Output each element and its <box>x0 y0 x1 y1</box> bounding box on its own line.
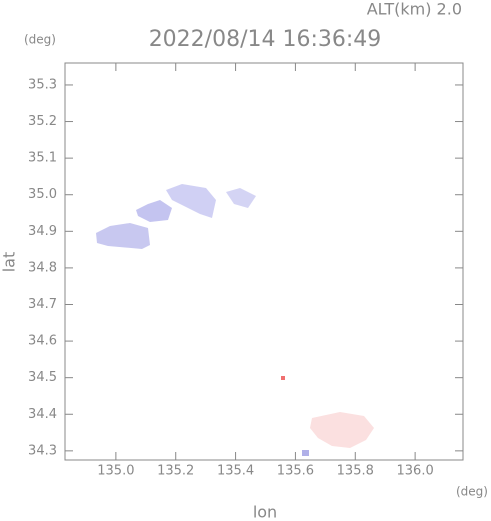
plot-frame <box>64 62 464 461</box>
y-tick-label: 34.7 <box>28 297 57 312</box>
y-tick-label: 35.3 <box>28 77 57 92</box>
y-tick-label: 34.9 <box>28 224 57 239</box>
x-tick-label: 136.0 <box>397 464 434 479</box>
y-tick-label: 34.5 <box>28 370 57 385</box>
y-unit: (deg) <box>24 33 56 47</box>
y-tick-label: 35.1 <box>28 151 57 166</box>
x-unit: (deg) <box>456 485 488 499</box>
echo-blob <box>281 376 285 380</box>
x-tick-label: 135.4 <box>217 464 254 479</box>
y-tick-label: 35.0 <box>28 187 57 202</box>
x-axis-label: lon <box>253 503 277 521</box>
y-tick-label: 34.3 <box>28 443 57 458</box>
y-axis-label: lat <box>0 252 19 273</box>
echo-blob <box>302 450 309 456</box>
x-tick-label: 135.2 <box>157 464 194 479</box>
y-tick-label: 34.4 <box>28 407 57 422</box>
subtitle: ALT(km) 2.0 <box>367 0 462 19</box>
echo-blob <box>310 412 374 448</box>
chart-title: 2022/08/14 16:36:49 <box>149 27 382 52</box>
y-tick-label: 35.2 <box>28 114 57 129</box>
x-tick-label: 135.0 <box>97 464 134 479</box>
echo-blob <box>96 223 150 249</box>
x-tick-label: 135.6 <box>277 464 314 479</box>
x-tick-label: 135.8 <box>337 464 374 479</box>
y-tick-label: 34.8 <box>28 260 57 275</box>
echoes <box>96 184 374 456</box>
echo-blob <box>226 188 256 208</box>
echo-blob <box>136 200 172 222</box>
y-tick-label: 34.6 <box>28 334 57 349</box>
echo-blob <box>166 184 216 218</box>
